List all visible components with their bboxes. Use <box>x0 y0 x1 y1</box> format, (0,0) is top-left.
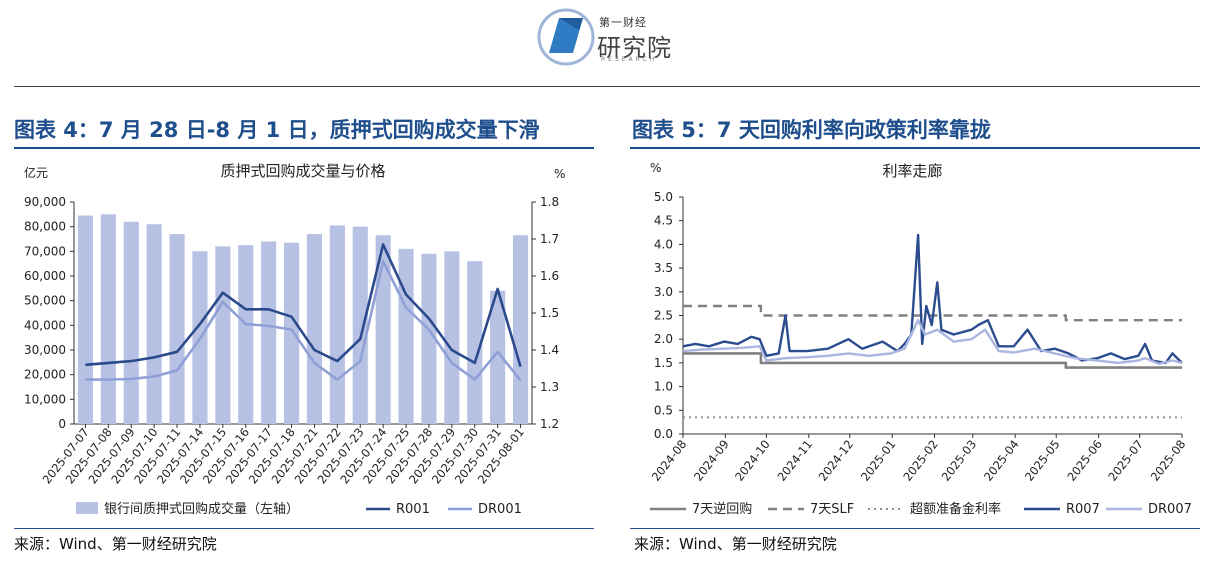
volume-bar <box>467 261 483 424</box>
volume-bar <box>238 245 254 424</box>
volume-bar <box>398 248 414 424</box>
volume-bar <box>100 214 116 424</box>
x-tick-label: 2024-08 <box>649 437 690 483</box>
chart-title: 利率走廊 <box>882 162 942 180</box>
x-tick-label: 2024-11 <box>775 437 816 483</box>
logo-emblem-icon <box>537 8 595 66</box>
logo-ring <box>537 8 595 66</box>
volume-bar <box>77 215 94 424</box>
volume-bar <box>512 235 529 424</box>
y-tick-label: 2.0 <box>654 332 673 346</box>
x-tick-label: 2025-08 <box>1148 437 1189 483</box>
y-axis-unit: % <box>650 161 661 175</box>
reverse-repo-line <box>683 352 1182 369</box>
y-tick-label: 4.5 <box>654 214 673 228</box>
x-tick-label: 2025-02 <box>900 437 941 483</box>
left-tick-label: 10,000 <box>24 392 66 406</box>
right-tick-label: 1.7 <box>540 232 559 246</box>
slf-line <box>683 304 1182 322</box>
left-figure-title: 图表 4：7 月 28 日-8 月 1 日，质押式回购成交量下滑 <box>14 118 540 142</box>
logo-big-text: 研究院 <box>597 34 672 62</box>
legend-volume-label: 银行间质押式回购成交量（左轴） <box>104 501 299 517</box>
left-tick-label: 80,000 <box>24 220 66 234</box>
right-tick-label: 1.4 <box>540 343 559 357</box>
logo-sub-text: RESEARCH <box>601 56 658 63</box>
x-tick-label: 2024-09 <box>691 437 732 483</box>
y-tick-label: 1.5 <box>654 356 673 370</box>
y-tick-label: 3.5 <box>654 261 673 275</box>
legend-reverse-repo-label: 7天逆回购 <box>692 501 752 517</box>
left-title-underline <box>14 147 594 149</box>
x-tick-label: 2025-05 <box>1022 437 1063 483</box>
y-tick-label: 1.0 <box>654 380 673 394</box>
x-tick-label: 2025-04 <box>981 437 1022 483</box>
right-tick-label: 1.3 <box>540 380 559 394</box>
left-tick-label: 70,000 <box>24 244 66 258</box>
left-tick-label: 30,000 <box>24 343 66 357</box>
right-source-divider <box>630 528 1200 529</box>
volume-price-chart: 质押式回购成交量与价格 亿元 % 0 10,000 20,000 30,000 40,000 5… <box>24 162 565 517</box>
volume-bar <box>421 253 437 424</box>
volume-bar <box>215 246 231 424</box>
x-tick-label: 2025-06 <box>1064 437 1105 483</box>
left-tick-label: 20,000 <box>24 368 66 382</box>
left-axis-unit: 亿元 <box>24 165 48 180</box>
left-tick-label: 90,000 <box>24 195 66 209</box>
left-tick-label: 60,000 <box>24 269 66 283</box>
legend-dr007-label: DR007 <box>1148 502 1192 517</box>
volume-bar <box>123 221 139 424</box>
dr007-line <box>682 318 1183 366</box>
x-tick-label: 2025-07 <box>1105 437 1146 483</box>
left-tick-label: 0 <box>58 417 66 431</box>
legend-dr001-label: DR001 <box>478 502 522 517</box>
right-source-text: 来源：Wind、第一财经研究院 <box>634 535 837 553</box>
y-tick-label: 2.5 <box>654 309 673 323</box>
chart-title: 质押式回购成交量与价格 <box>220 162 385 180</box>
legend-r001-label: R001 <box>396 502 430 517</box>
research-institute-logo: 第一财经 研究院 RESEARCH <box>535 6 685 68</box>
right-tick-label: 1.5 <box>540 306 559 320</box>
logo-shade <box>559 18 583 30</box>
x-tick-label: 2025-03 <box>939 437 980 483</box>
legend-r007-label: R007 <box>1066 502 1100 517</box>
legend-slf-label: 7天SLF <box>810 502 854 517</box>
legend-volume-swatch <box>76 502 98 514</box>
x-tick-label: 2025-01 <box>858 437 899 483</box>
rate-corridor-chart: 利率走廊% 0.0 0.5 1.0 1.5 2.0 2.5 3.0 3.5 4.0 4.5 5.0 20… <box>649 161 1192 517</box>
volume-bar <box>283 242 300 424</box>
right-tick-label: 1.2 <box>540 417 559 431</box>
volume-bar <box>306 234 323 424</box>
left-source-divider <box>14 528 594 529</box>
volume-bar <box>444 251 460 424</box>
y-tick-label: 0.0 <box>654 427 673 441</box>
logo-small-text: 第一财经 <box>599 16 647 29</box>
y-tick-label: 4.0 <box>654 237 673 251</box>
volume-bar <box>352 226 368 424</box>
volume-bar <box>261 241 277 424</box>
x-tick-label: 2024-12 <box>816 437 857 483</box>
volume-bar <box>490 290 506 424</box>
dr001-line <box>85 259 522 382</box>
right-axis-unit: % <box>554 167 565 181</box>
volume-bar <box>329 225 345 424</box>
header-divider <box>14 86 1200 87</box>
right-figure-title: 图表 5：7 天回购利率向政策利率靠拢 <box>632 118 991 142</box>
y-tick-label: 3.0 <box>654 285 673 299</box>
r001-line <box>85 243 522 367</box>
legend-excess-reserve-label: 超额准备金利率 <box>910 501 1001 517</box>
right-title-underline <box>630 147 1200 149</box>
volume-bar <box>169 234 185 424</box>
r007-line <box>682 233 1183 365</box>
left-tick-label: 40,000 <box>24 318 66 332</box>
x-tick-label: 2024-10 <box>732 437 773 483</box>
y-tick-label: 0.5 <box>654 403 673 417</box>
right-tick-label: 1.6 <box>540 269 559 283</box>
left-tick-label: 50,000 <box>24 294 66 308</box>
left-source-text: 来源：Wind、第一财经研究院 <box>14 535 217 553</box>
right-tick-label: 1.8 <box>540 195 559 209</box>
y-tick-label: 5.0 <box>654 190 673 204</box>
volume-bar <box>146 224 162 424</box>
